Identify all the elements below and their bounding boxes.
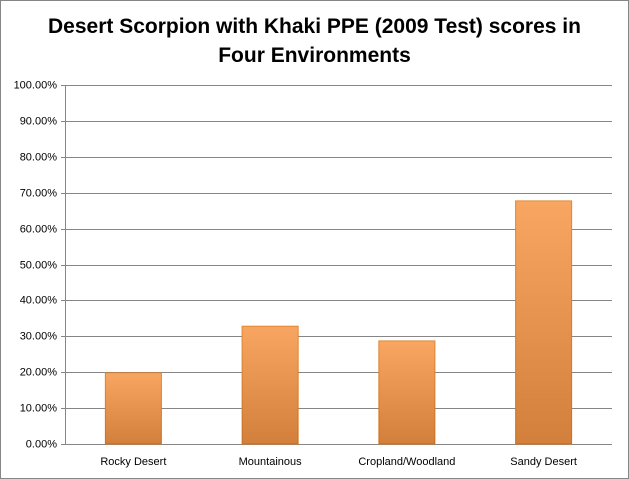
bar-shade [105,372,162,444]
y-tick-label: 20.00% [20,366,58,378]
bar-shade [515,200,572,444]
y-tick-label: 100.00% [14,79,58,91]
bar-shade [378,340,435,444]
chart-title: Desert Scorpion with Khaki PPE (2009 Tes… [48,15,581,67]
y-tick-label: 80.00% [20,151,58,163]
x-tick-label: Rocky Desert [100,456,166,468]
x-tick-label: Cropland/Woodland [358,456,455,468]
x-tick-label: Sandy Desert [510,456,577,468]
y-tick-label: 60.00% [20,223,58,235]
y-tick-label: 30.00% [20,330,58,342]
bar-shade [242,326,299,444]
y-tick-label: 70.00% [20,187,58,199]
y-tick-label: 50.00% [20,259,58,271]
y-tick-label: 0.00% [26,438,57,450]
y-tick-label: 40.00% [20,294,58,306]
x-tick-label: Mountainous [239,456,302,468]
y-tick-label: 90.00% [20,115,58,127]
y-tick-label: 10.00% [20,402,58,414]
